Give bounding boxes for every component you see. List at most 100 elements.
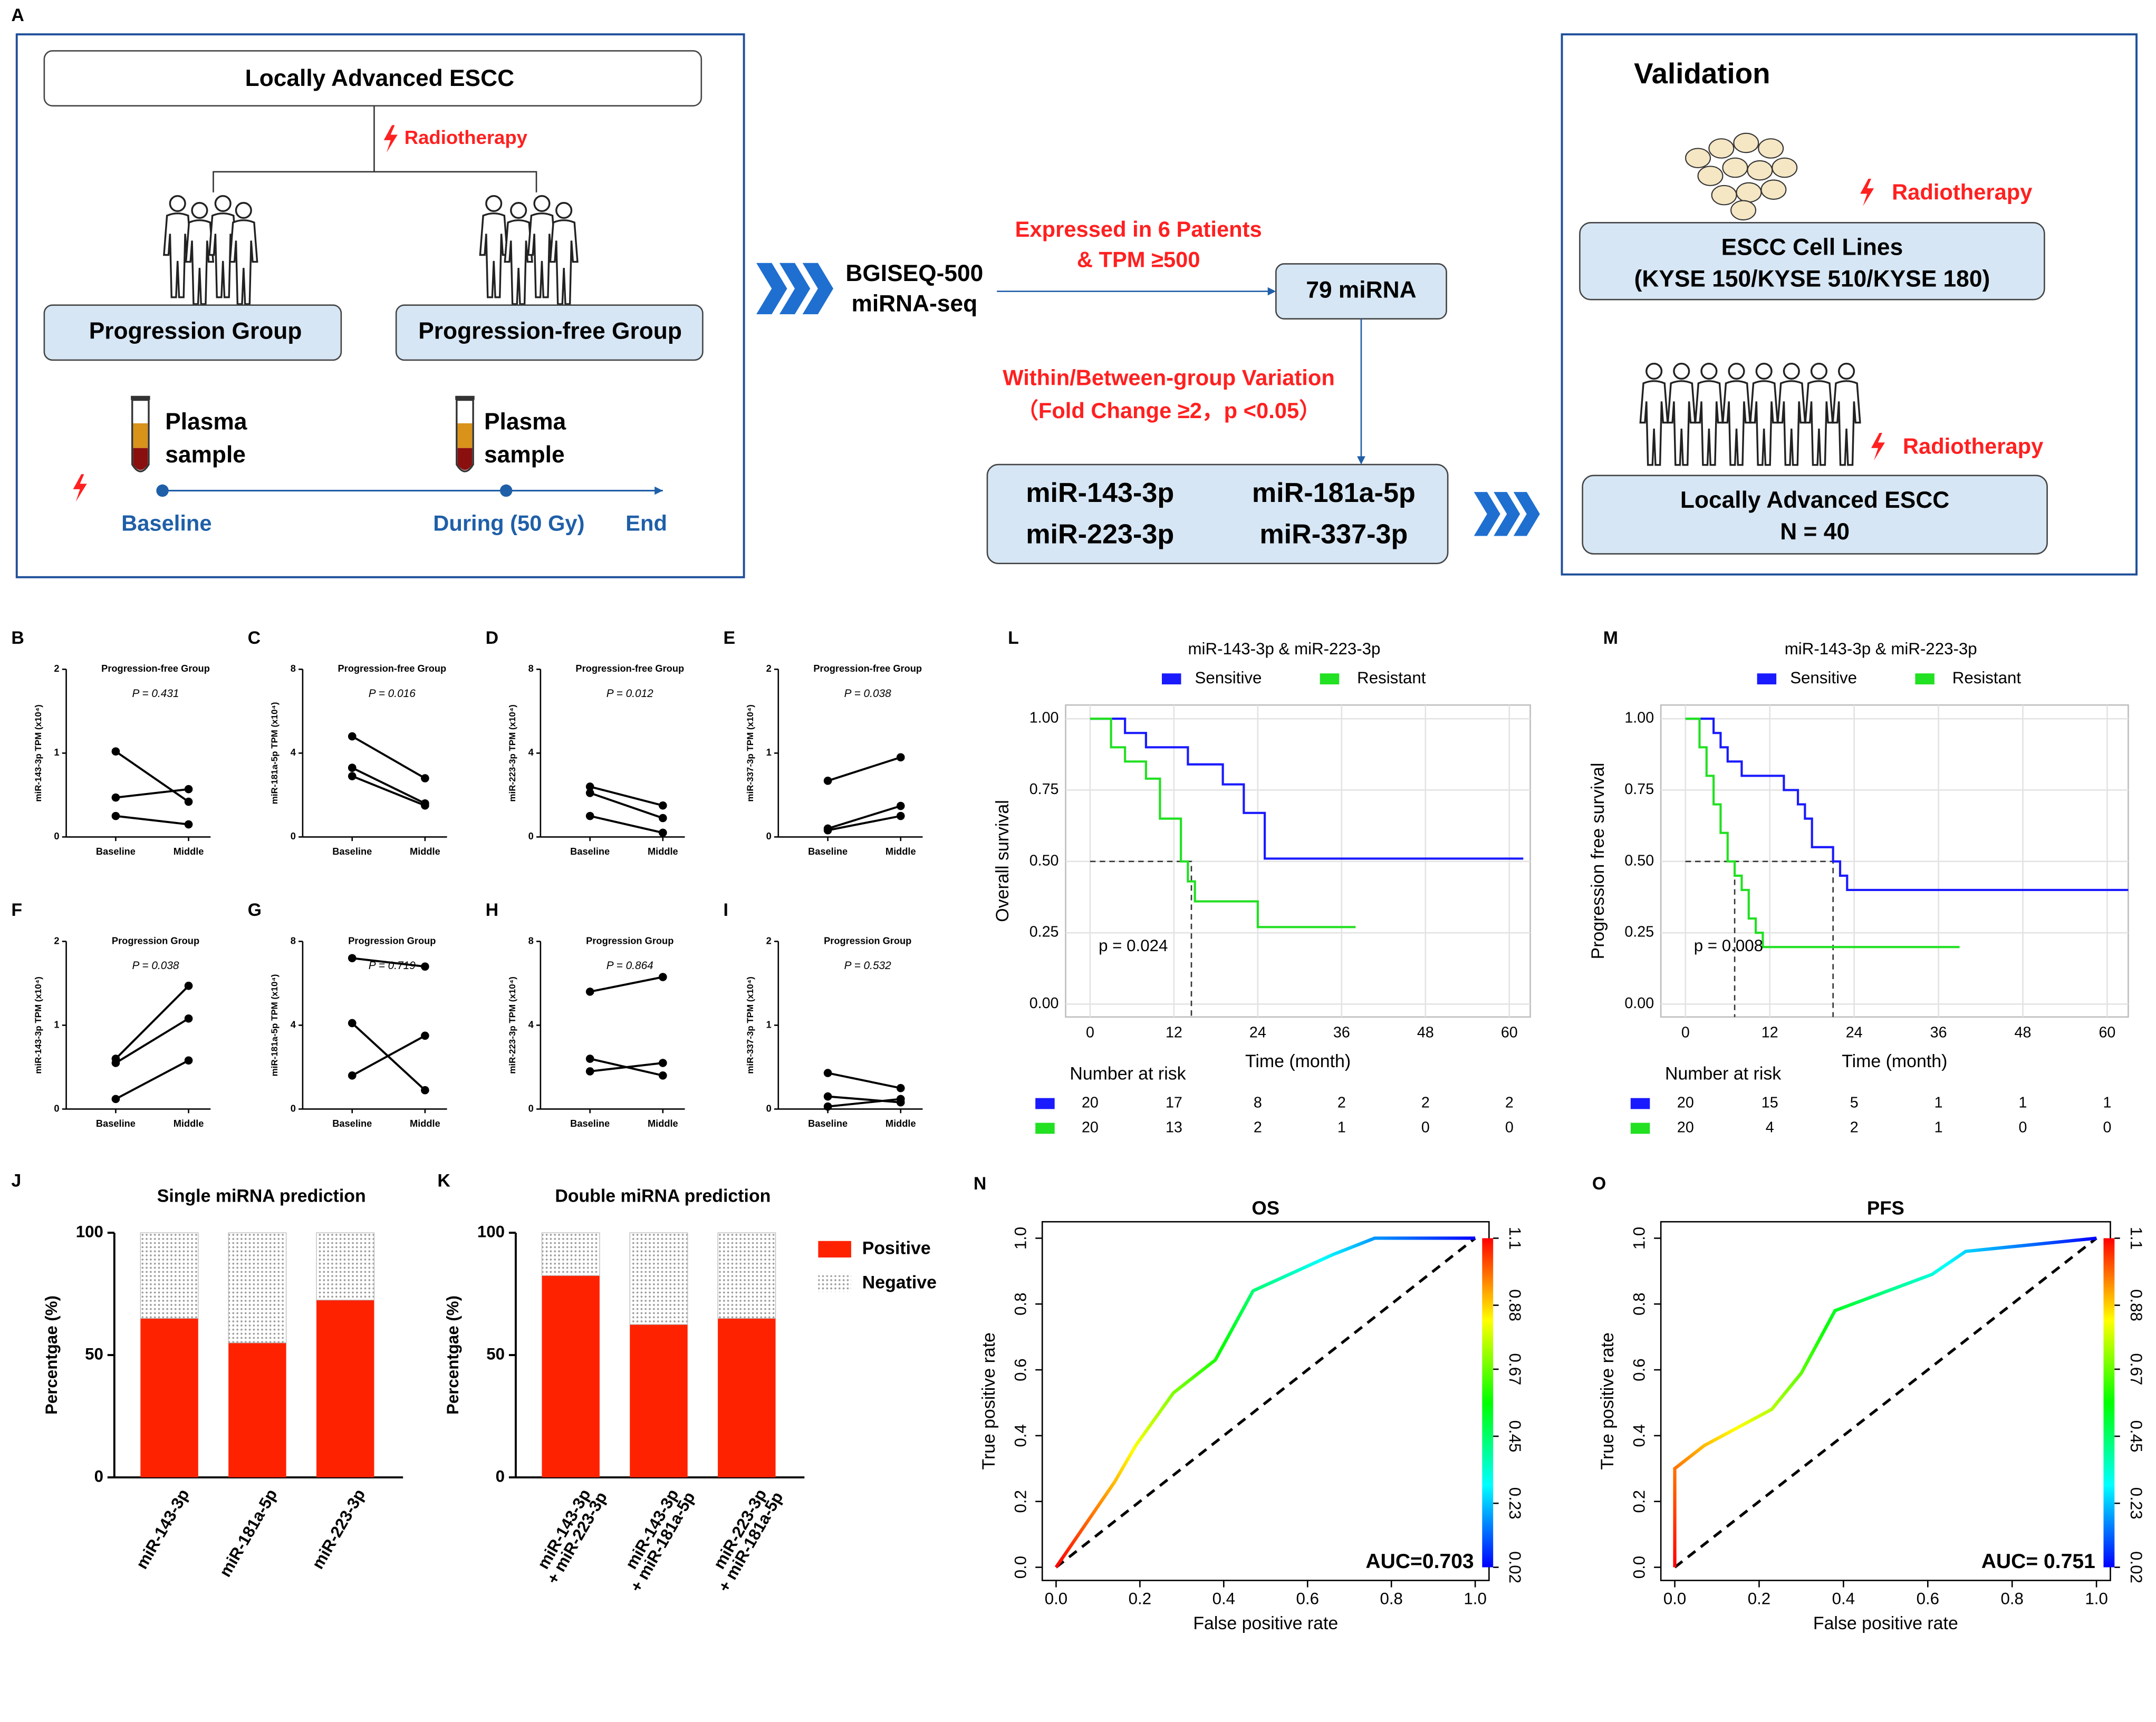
legend-label: Negative	[862, 1272, 937, 1292]
panel-letter: O	[1592, 1174, 1606, 1194]
x-tick-label: 0.0	[1663, 1589, 1686, 1608]
annotation: P = 0.038	[844, 688, 891, 700]
x-tick-label: 0.0	[1045, 1589, 1067, 1608]
risk-count: 1	[1934, 1095, 1943, 1111]
risk-count: 1	[1337, 1119, 1346, 1136]
pair-line	[116, 815, 189, 826]
risk-count: 1	[1934, 1119, 1943, 1136]
x-tick-label: Baseline	[332, 1118, 372, 1129]
pair-line	[827, 805, 901, 830]
point	[348, 772, 357, 780]
risk-count: 5	[1850, 1095, 1859, 1111]
point	[421, 1031, 429, 1040]
panel-letter: L	[1008, 628, 1019, 648]
colorbar-label: 0.23	[1506, 1487, 1524, 1520]
point	[659, 814, 667, 823]
y-axis-label: miR-337-3p TPM (x10⁴)	[745, 704, 755, 801]
panel-letter: J	[11, 1171, 21, 1191]
y-axis-label: Progression free survival	[1588, 763, 1608, 960]
point	[184, 820, 193, 829]
colorbar-label: 0.88	[2127, 1289, 2145, 1321]
pair-line	[115, 750, 189, 803]
x-axis-label: Time (month)	[1842, 1051, 1947, 1071]
chart-title: Progression-free Group	[338, 663, 446, 674]
connector	[213, 105, 537, 192]
point	[659, 801, 667, 810]
pair-line	[590, 815, 663, 834]
x-tick-label: 12	[1166, 1024, 1182, 1041]
x-axis-label: False positive rate	[1813, 1613, 1958, 1633]
y-tick-label: 1	[766, 747, 772, 758]
people	[1639, 362, 1861, 466]
risk-count: 2	[1337, 1095, 1346, 1111]
point	[896, 1083, 905, 1092]
point	[659, 1071, 667, 1080]
x-tick-label: miR-143-3p	[132, 1486, 193, 1572]
x-tick-label: 60	[1501, 1024, 1518, 1041]
point	[111, 1095, 120, 1104]
colorbar	[1482, 1238, 1494, 1568]
pair-line	[590, 1062, 663, 1072]
legend-swatch	[1757, 673, 1777, 685]
colorbar-label: 0.67	[1506, 1353, 1524, 1385]
x-tick-label: 24	[1249, 1024, 1266, 1041]
y-axis-label: Overall survival	[993, 800, 1013, 922]
box-label: (KYSE 150/KYSE 510/KYSE 180)	[1634, 266, 1990, 292]
bar-segment	[316, 1300, 374, 1478]
point	[421, 1086, 429, 1095]
point	[421, 962, 429, 971]
bar-segment	[228, 1232, 287, 1343]
pair-line	[352, 775, 426, 807]
box	[395, 304, 704, 361]
mirna: miR-223-3p	[1026, 519, 1174, 549]
pair-line	[827, 1098, 901, 1108]
colorbar-label: 0.23	[2127, 1487, 2145, 1520]
mirna: miR-143-3p	[1026, 478, 1174, 508]
y-tick-label: 0	[528, 830, 534, 841]
colorbar-label: 0.02	[1506, 1551, 1524, 1583]
x-tick-label: Middle	[648, 1118, 678, 1129]
y-tick-label: 0.8	[1011, 1293, 1029, 1315]
risk-count: 8	[1254, 1095, 1262, 1111]
pair-line	[115, 1018, 189, 1064]
y-tick-label: 1	[54, 747, 59, 758]
annotation: AUC=0.703	[1365, 1550, 1474, 1573]
diagonal	[1673, 1237, 2097, 1569]
y-tick-label: 0	[291, 1102, 296, 1114]
pair-line	[351, 1034, 426, 1077]
point	[184, 785, 193, 794]
chart-title: OS	[1252, 1197, 1279, 1218]
legend-swatch	[818, 1275, 851, 1292]
y-axis-label: miR-223-3p TPM (x10⁴)	[507, 704, 517, 801]
y-tick-label: 0.4	[1630, 1424, 1648, 1447]
panel-a: A Locally Advanced ESCC Radiotherapy Pro…	[11, 5, 2138, 578]
point	[659, 828, 667, 837]
y-axis-label: miR-223-3p TPM (x10⁴)	[507, 976, 517, 1073]
y-tick-label: 0.0	[1630, 1556, 1648, 1579]
x-tick-label: 36	[1333, 1024, 1350, 1041]
x-tick-label: Baseline	[570, 846, 610, 857]
bolt	[1860, 178, 1874, 206]
pair-line	[827, 815, 901, 831]
y-tick-label: 4	[291, 747, 296, 758]
x-tick-label: Middle	[886, 1118, 916, 1129]
panel-letter: H	[486, 900, 498, 920]
point	[823, 777, 832, 785]
x-tick-label: miR-223-3p	[309, 1486, 369, 1572]
box-label: Locally Advanced ESCC	[245, 65, 514, 91]
annotation: P = 0.532	[844, 960, 891, 972]
annotation: AUC= 0.751	[1981, 1550, 2095, 1573]
box-label: 79 miRNA	[1306, 277, 1416, 303]
survival-curve	[1090, 718, 1524, 860]
pair-line	[352, 957, 426, 968]
y-axis-label: miR-181a-5p TPM (x10⁴)	[270, 702, 280, 804]
point	[348, 954, 357, 963]
tube	[130, 395, 151, 472]
x-tick-label: miR-181a-5p	[216, 1486, 281, 1580]
sample-label: sample	[165, 442, 246, 468]
point	[585, 811, 594, 820]
x-tick-label: 12	[1762, 1024, 1778, 1041]
chart-title: Progression-free Group	[813, 663, 922, 674]
chart-title: Progression Group	[112, 935, 199, 946]
x-tick-label: 0.6	[1296, 1589, 1319, 1608]
